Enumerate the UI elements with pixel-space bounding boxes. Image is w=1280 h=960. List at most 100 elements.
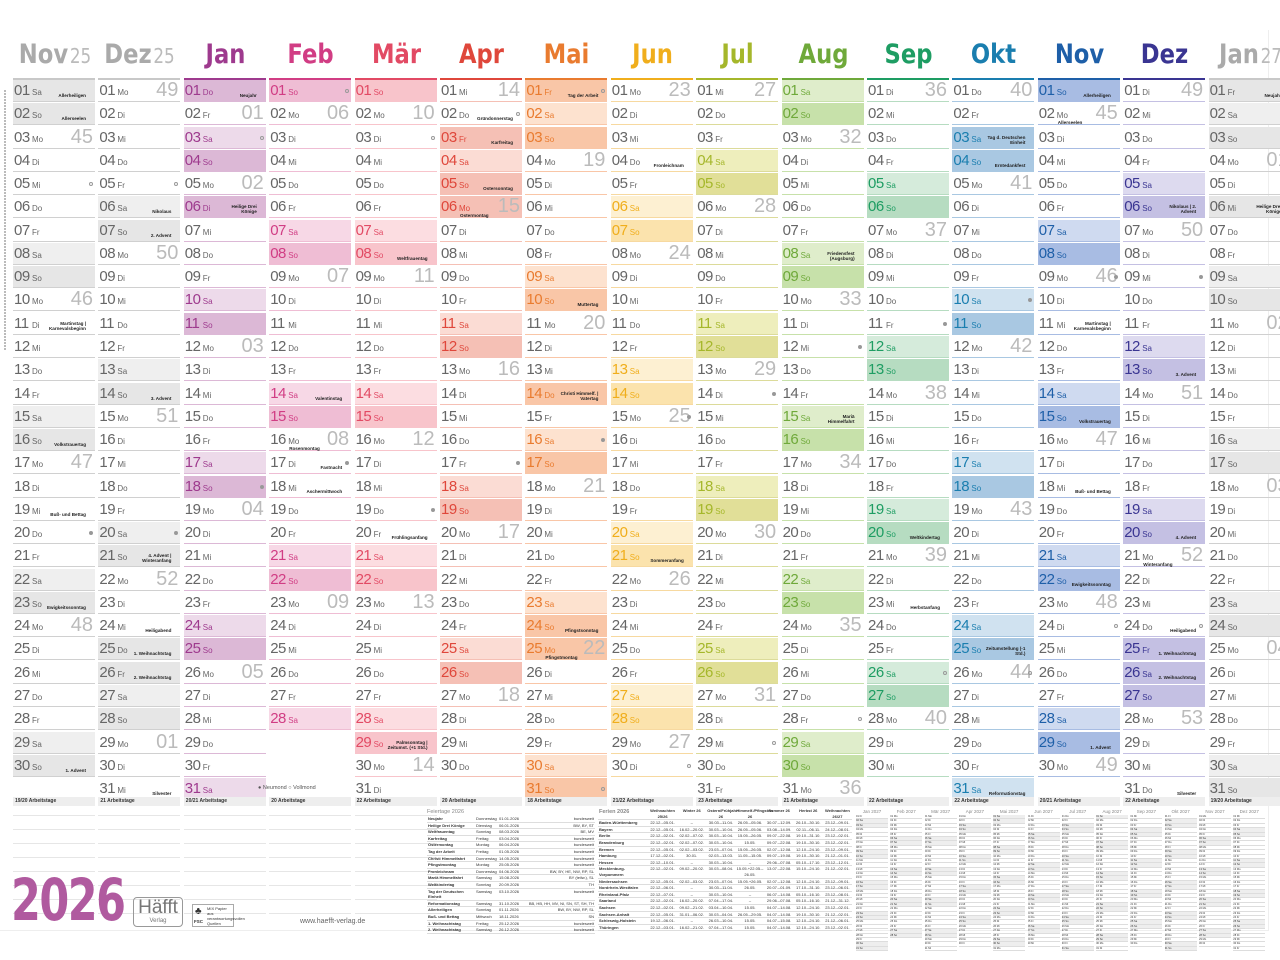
day-cell[interactable]: 13 Di: [183, 359, 266, 382]
day-cell[interactable]: 29 Mi: [696, 732, 779, 754]
day-cell[interactable]: 03 Di: [269, 127, 352, 149]
day-cell[interactable]: 02 Mo 10: [354, 103, 437, 126]
day-cell[interactable]: 06 Do: [781, 196, 864, 219]
day-cell[interactable]: 02 Mi: [1123, 103, 1206, 126]
day-cell[interactable]: 01 Di 49: [1123, 80, 1206, 102]
day-cell[interactable]: 04 Do: [98, 150, 181, 172]
day-cell[interactable]: 09 Sa: [1208, 266, 1280, 289]
day-cell[interactable]: 23 Mi: [1123, 592, 1206, 614]
day-cell[interactable]: 24 Sa: [183, 615, 266, 638]
day-cell[interactable]: 13 Fr: [1037, 359, 1120, 382]
day-cell[interactable]: 06 Mo 15 Ostermontag: [440, 196, 522, 219]
day-cell[interactable]: 28 So: [98, 708, 181, 731]
day-cell[interactable]: 08 Mi: [696, 243, 779, 265]
day-cell[interactable]: 09 So: [13, 266, 95, 289]
day-cell[interactable]: 09 Mi: [867, 266, 949, 289]
day-cell[interactable]: 24 Mi Heiligabend: [98, 615, 181, 638]
day-cell[interactable]: 05 Sa: [867, 173, 949, 196]
day-cell[interactable]: 12 Do: [354, 336, 437, 358]
day-cell[interactable]: 29 So 1. Advent: [1037, 731, 1120, 754]
day-cell[interactable]: 11 Sa: [696, 312, 779, 335]
day-cell[interactable]: 25 Do: [610, 638, 693, 661]
day-cell[interactable]: 09 Di: [98, 266, 181, 289]
day-cell[interactable]: 21 Do: [1208, 545, 1280, 568]
day-cell[interactable]: 23 So: [781, 591, 864, 614]
day-cell[interactable]: 17 Do: [1123, 452, 1206, 475]
day-cell[interactable]: 22 Do: [952, 569, 1035, 591]
day-cell[interactable]: 18 Di: [781, 476, 864, 498]
day-cell[interactable]: 30 Mo 14: [354, 754, 437, 777]
day-cell[interactable]: 23 So Ewigkeitssonntag: [13, 591, 95, 614]
day-cell[interactable]: 14 Mi: [183, 383, 266, 405]
day-cell[interactable]: 07 Fr: [781, 220, 864, 242]
day-cell[interactable]: 23 Do: [440, 592, 522, 614]
day-cell[interactable]: 25 Sa: [696, 638, 779, 661]
day-cell[interactable]: 24 So: [1208, 615, 1280, 638]
day-cell[interactable]: 21 Sa: [354, 545, 437, 568]
day-cell[interactable]: 19 So: [696, 498, 779, 521]
day-cell[interactable]: 25 Sa: [440, 638, 522, 661]
day-cell[interactable]: 17 Mo 47: [13, 452, 95, 475]
day-cell[interactable]: 12 Fr: [98, 336, 181, 358]
day-cell[interactable]: 04 Fr: [867, 150, 949, 172]
day-cell[interactable]: 07 Mi: [952, 220, 1035, 242]
day-cell[interactable]: 28 Sa: [354, 708, 437, 731]
day-cell[interactable]: 18 Fr: [867, 476, 949, 498]
day-cell[interactable]: 01 Di 36: [867, 80, 949, 102]
day-cell[interactable]: 15 Fr: [1208, 406, 1280, 428]
day-cell[interactable]: 29 Fr: [525, 732, 608, 754]
day-cell[interactable]: 31 So: [1208, 778, 1280, 801]
day-cell[interactable]: 06 Di Heilige Drei Könige: [183, 196, 266, 219]
day-cell[interactable]: 30 Di: [610, 755, 693, 777]
day-cell[interactable]: 11 Di: [781, 313, 864, 335]
day-cell[interactable]: 14 Do Christi Himmelf. | Vatertag: [525, 382, 608, 405]
day-cell[interactable]: 22 So: [354, 568, 437, 591]
day-cell[interactable]: 15 Do: [952, 406, 1035, 428]
day-cell[interactable]: 22 Mi: [440, 569, 522, 591]
day-cell[interactable]: 01 So: [269, 80, 352, 102]
day-cell[interactable]: 19 Sa: [867, 498, 949, 521]
day-cell[interactable]: 03 Mo 45: [13, 126, 95, 149]
day-cell[interactable]: 14 So: [610, 382, 693, 405]
day-cell[interactable]: 28 Di: [696, 708, 779, 731]
day-cell[interactable]: 16 Do: [696, 429, 779, 452]
day-cell[interactable]: 27 So: [867, 685, 949, 708]
day-cell[interactable]: 04 Fr: [1123, 150, 1206, 172]
day-cell[interactable]: 30 So: [781, 754, 864, 777]
day-cell[interactable]: 16 Mo 12: [354, 429, 437, 452]
day-cell[interactable]: 07 So 2. Advent: [98, 219, 181, 242]
day-cell[interactable]: 22 Fr: [1208, 569, 1280, 591]
day-cell[interactable]: 09 Mo 07: [269, 266, 352, 289]
day-cell[interactable]: 26 Di: [525, 662, 608, 684]
day-cell[interactable]: 14 Do: [1208, 383, 1280, 405]
day-cell[interactable]: 16 Fr: [183, 429, 266, 452]
day-cell[interactable]: 22 Do: [183, 569, 266, 591]
day-cell[interactable]: 29 Do: [183, 732, 266, 754]
day-cell[interactable]: 03 Di: [1037, 127, 1120, 149]
day-cell[interactable]: 09 Fr: [183, 266, 266, 289]
day-cell[interactable]: 12 Mo 42: [952, 335, 1035, 358]
day-cell[interactable]: 19 Mi Buß- und Bettag: [13, 499, 95, 521]
day-cell[interactable]: 23 Do: [696, 592, 779, 614]
day-cell[interactable]: 15 Fr: [525, 406, 608, 428]
day-cell[interactable]: 05 Fr: [610, 173, 693, 196]
day-cell[interactable]: 21 Sa: [269, 545, 352, 568]
day-cell[interactable]: 24 Di: [1037, 615, 1120, 638]
day-cell[interactable]: 15 Mo 25: [610, 405, 693, 428]
day-cell[interactable]: 22 Mo 26: [610, 568, 693, 591]
day-cell[interactable]: 01 Mi 14: [440, 80, 522, 102]
day-cell[interactable]: 16 So: [781, 429, 864, 452]
day-cell[interactable]: 19 Di: [1208, 499, 1280, 521]
day-cell[interactable]: 21 Do: [525, 545, 608, 568]
day-cell[interactable]: 16 Di: [610, 429, 693, 452]
day-cell[interactable]: 24 Do Heiligabend: [1123, 615, 1206, 638]
day-cell[interactable]: 12 So: [696, 335, 779, 358]
day-cell[interactable]: 24 Sa: [952, 615, 1035, 638]
day-cell[interactable]: 10 Do: [867, 289, 949, 312]
day-cell[interactable]: 10 Di: [269, 289, 352, 312]
day-cell[interactable]: 14 Di: [440, 383, 522, 405]
day-cell[interactable]: 01 Sa Allerheiligen: [13, 80, 95, 102]
day-cell[interactable]: 16 Sa: [1208, 429, 1280, 452]
day-cell[interactable]: 12 Do: [269, 336, 352, 358]
day-cell[interactable]: 24 So Pfingstsonntag: [525, 615, 608, 638]
